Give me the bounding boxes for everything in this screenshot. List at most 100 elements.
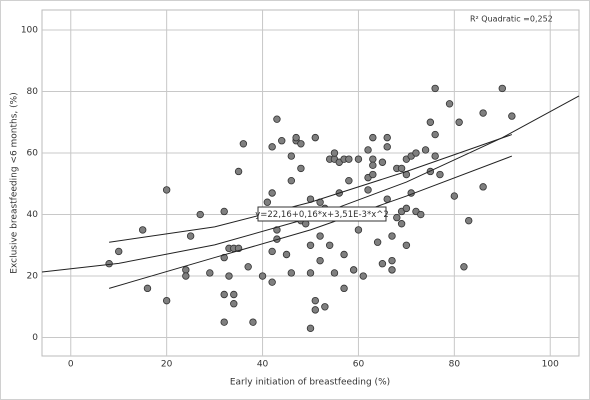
point	[311, 133, 319, 142]
point	[369, 155, 377, 163]
r2-annotation: R² Quadratic =0,252	[470, 15, 553, 24]
point	[244, 263, 252, 271]
x-tick-label: 40	[257, 360, 269, 370]
point	[364, 186, 372, 194]
point	[186, 232, 195, 240]
point	[369, 161, 377, 170]
point	[369, 170, 377, 179]
point	[287, 269, 296, 277]
point	[206, 269, 214, 277]
point	[383, 133, 391, 142]
x-tick-label: 20	[161, 360, 173, 370]
point	[239, 140, 248, 148]
point	[325, 241, 334, 249]
point	[311, 306, 319, 314]
point	[431, 84, 439, 93]
point	[249, 318, 257, 326]
point	[431, 130, 439, 139]
point	[345, 176, 353, 185]
point	[230, 290, 238, 299]
point	[388, 232, 396, 240]
point	[143, 284, 152, 293]
point	[268, 247, 276, 256]
point	[383, 143, 391, 151]
plot-area	[41, 9, 580, 357]
point	[402, 241, 411, 249]
point	[268, 143, 276, 151]
point	[388, 256, 396, 265]
y-tick-label: 100	[21, 25, 38, 35]
point	[115, 247, 123, 256]
point	[340, 284, 348, 293]
point	[359, 272, 367, 280]
point	[397, 164, 406, 173]
point	[278, 137, 286, 145]
point	[479, 183, 487, 191]
point	[349, 266, 358, 274]
point	[263, 198, 272, 206]
point	[287, 176, 296, 185]
point	[268, 278, 276, 286]
point	[297, 140, 305, 148]
point	[479, 109, 487, 117]
point	[220, 253, 228, 262]
point	[316, 232, 324, 240]
point	[306, 241, 315, 249]
point	[220, 318, 228, 326]
point	[364, 146, 372, 154]
point	[282, 250, 291, 259]
y-tick-label: 80	[27, 87, 39, 97]
equation-box	[257, 206, 387, 222]
point	[450, 192, 459, 200]
point	[373, 238, 382, 246]
point	[182, 266, 190, 274]
point	[455, 118, 463, 126]
point	[182, 272, 190, 280]
y-tick-label: 60	[27, 149, 39, 159]
point	[230, 300, 238, 308]
point	[369, 133, 377, 142]
y-tick-label: 40	[27, 210, 39, 220]
point	[292, 133, 300, 142]
point	[340, 250, 348, 259]
point	[311, 296, 319, 305]
point	[162, 296, 171, 305]
point	[393, 213, 401, 222]
x-axis-label: Early initiation of breastfeeding (%)	[230, 378, 390, 388]
point	[330, 269, 339, 277]
point	[412, 149, 420, 157]
point	[306, 269, 315, 277]
point	[421, 146, 430, 154]
point	[306, 324, 315, 333]
x-tick-label: 60	[353, 360, 365, 370]
point	[378, 158, 387, 166]
point	[220, 207, 228, 216]
point	[258, 272, 267, 280]
point	[460, 263, 468, 271]
point	[417, 210, 425, 219]
point	[383, 195, 391, 203]
point	[138, 226, 147, 234]
point	[225, 272, 233, 280]
ci-lower-line	[108, 155, 513, 289]
x-tick-label: 100	[542, 360, 559, 370]
point	[268, 189, 276, 197]
point	[330, 149, 339, 157]
point	[354, 226, 363, 234]
equation-label: y=22,16+0,16*x+3,51E-3*x^2	[255, 210, 389, 220]
x-tick-label: 0	[68, 360, 74, 370]
point	[378, 260, 387, 268]
point	[388, 266, 396, 274]
point	[287, 152, 296, 160]
point	[220, 290, 228, 299]
point	[345, 155, 353, 163]
point	[445, 100, 454, 108]
point	[436, 170, 444, 179]
point	[297, 164, 305, 173]
point	[465, 216, 473, 225]
point	[234, 167, 243, 176]
point	[402, 204, 411, 213]
y-tick-label: 20	[27, 272, 39, 282]
point	[273, 115, 281, 123]
point	[498, 84, 506, 93]
